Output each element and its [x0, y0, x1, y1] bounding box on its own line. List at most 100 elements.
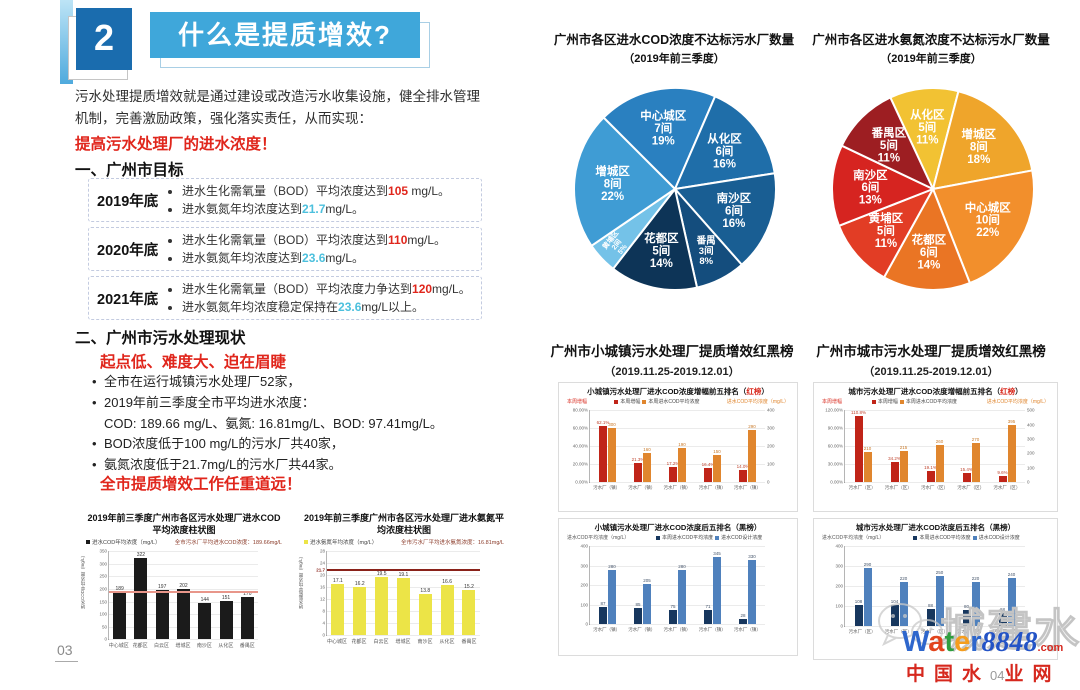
bar: 21.3% [632, 457, 644, 483]
pie-label: 番禺 3间 8% [696, 235, 716, 268]
y-tick-left: 12 [319, 596, 325, 602]
gridline [109, 639, 258, 641]
bar: 280 [608, 564, 616, 625]
category-label: 污水厂（区） [921, 485, 948, 491]
y-tick-left: 300 [835, 563, 843, 569]
bar: 250 [935, 570, 944, 627]
axis-left-label: 进水COD平均浓度（mg/L） [822, 535, 885, 542]
y-tick-left: 300 [580, 563, 588, 569]
y-tick-left: 0 [322, 632, 325, 638]
pie-label: 从化区 6间 16% [707, 132, 742, 171]
bar-value-label: 250 [935, 570, 944, 576]
bar: 170 [240, 591, 254, 640]
bar-group: 19.1% 260 [924, 410, 944, 483]
status-heading: 二、广州市污水处理现状 [75, 330, 246, 347]
y-tick-right: 300 [767, 425, 775, 431]
y-tick-left: 60.00% [827, 443, 843, 449]
y-tick-left: 100 [835, 603, 843, 609]
legend-swatch [899, 399, 904, 404]
goal-lines: 进水生化需氧量（BOD）平均浓度达到105 mg/L。进水氨氮年均浓度达到21.… [169, 182, 450, 218]
bar: 13.8 [418, 588, 432, 636]
bar-value-label: 202 [179, 582, 188, 589]
chart-legend: 本周增幅 本周进水COD平均浓度 [614, 398, 699, 405]
y-tick-left: 4 [322, 620, 325, 626]
bar-chart-plot: 350 300 250 200 150 100 50 0 189 322 197 202 144 151 1… [99, 549, 258, 642]
city-ranking-title-block: 广州市城市污水处理厂提质增效红黑榜 （2019.11.25-2019.12.01… [802, 340, 1060, 379]
category-label: 污水厂（镇） [698, 627, 726, 633]
legend-swatch [871, 399, 876, 404]
bar-group: 80 220 [962, 546, 980, 627]
bar: 19.5 [375, 571, 389, 636]
site-name-pre: 中国水 [906, 664, 991, 685]
bar: 202 [176, 583, 190, 640]
bar: 322 [134, 552, 148, 640]
bar: 110.8% [851, 410, 866, 483]
chart-district-cod: 2019年前三季度广州市各区污水处理厂进水COD平均浓度柱状图 进水COD年均浓度… [78, 508, 290, 664]
y-tick-right: 400 [767, 407, 775, 413]
bar-chart-title: 城市污水处理厂进水COD浓度后五排名（黑榜） [855, 523, 1016, 532]
gridline [590, 428, 765, 430]
bar-value-label: 17.1 [333, 577, 343, 584]
bar-group: 14.0% 290 [737, 410, 756, 483]
bar: 290 [748, 424, 756, 483]
bar-value-label: 395 [1007, 419, 1016, 425]
category-labels: 污水厂（区） 污水厂（区） 污水厂（区） 污水厂（区） 污水厂（区） [844, 629, 1025, 635]
site-name: 中国水04业网 [906, 659, 1061, 686]
category-label: 花都区 [351, 639, 367, 646]
bar-group: 21.3% 160 [632, 410, 651, 483]
page-title: 什么是提质增效? [150, 12, 420, 58]
pie-nh3-subtitle: （2019年前三季度） [880, 53, 982, 66]
bar-value-label: 9.6% [997, 470, 1008, 476]
category-labels: 污水厂（区） 污水厂（区） 污水厂（区） 污水厂（区） 污水厂（区） [844, 485, 1025, 491]
legend-label: 进水COD设计浓度 [978, 535, 1020, 542]
ghost-watermark-text: 城建水业 [939, 604, 1080, 656]
gridline [590, 446, 765, 448]
gridline [845, 566, 1025, 568]
gridline [590, 482, 765, 484]
bar-value-label: 16.2 [354, 580, 365, 587]
bar-value-label: 190 [678, 441, 686, 447]
pie-label: 花都区 5间 14% [644, 231, 679, 270]
pie-label: 从化区 5间 11% [910, 108, 945, 147]
bar-group: 170 [240, 551, 254, 640]
gridline [845, 464, 1025, 466]
legend-label: 进水COD设计浓度 [721, 535, 763, 542]
bar-group: 9.6% 395 [997, 410, 1016, 483]
y-tick-left: 30.00% [827, 461, 843, 467]
y-tick-left: 200 [835, 583, 843, 589]
gridline [327, 563, 480, 565]
brand-tld: .com [1037, 642, 1064, 654]
bar-group: 16.4% 150 [702, 410, 721, 483]
intro-paragraph: 污水处理提质增效就是通过建设或改造污水收集设施，健全排水管理机制，完善激励政策，… [75, 89, 480, 126]
pie-slice-南沙区 [831, 144, 936, 228]
bar-group: 110.8% 210 [851, 410, 872, 483]
reference-line [327, 569, 480, 572]
category-label: 污水厂（区） [993, 629, 1021, 635]
bar-chart-title-accent: 红榜 [1000, 387, 1016, 396]
bar-group: 28 330 [739, 546, 756, 625]
pie-label: 番禺区 5间 11% [871, 126, 907, 165]
goal-value: 105 [388, 184, 409, 198]
legend-swatch [715, 535, 720, 540]
gridline [845, 586, 1025, 588]
bar-chart-plot: 80.00% 60.00% 40.00% 20.00% 0.00% 400 300 200 10… [573, 408, 775, 485]
bar: 85 [634, 602, 642, 625]
pie-slice-中心城区 [931, 169, 1035, 285]
bar-value-label: 280 [678, 563, 686, 569]
bar-group: 75 280 [669, 546, 686, 625]
legend-swatch [86, 540, 90, 545]
category-labels: 污水厂（镇） 污水厂（镇） 污水厂（镇） 污水厂（镇） 污水厂（镇） [589, 627, 765, 633]
gridline [590, 565, 765, 567]
bar-value-label: 322 [136, 552, 146, 559]
bar: 17.1 [331, 578, 345, 636]
reference-line [109, 590, 258, 593]
y-tick-left: 28 [319, 548, 325, 554]
bar-value-label: 19.1 [398, 571, 409, 578]
gridline [590, 410, 765, 412]
bar-group: 202 [176, 551, 190, 640]
category-label: 花都区 [132, 643, 148, 650]
bar-chart-title: 小城镇污水处理厂进水COD浓度后五排名（黑榜） [594, 523, 762, 532]
reference-line-label: 21.7 [316, 567, 325, 573]
bar-value-label: 19.1% [924, 464, 937, 470]
goal-line: 进水生化需氧量（BOD）平均浓度达到110mg/L。 [182, 231, 446, 249]
